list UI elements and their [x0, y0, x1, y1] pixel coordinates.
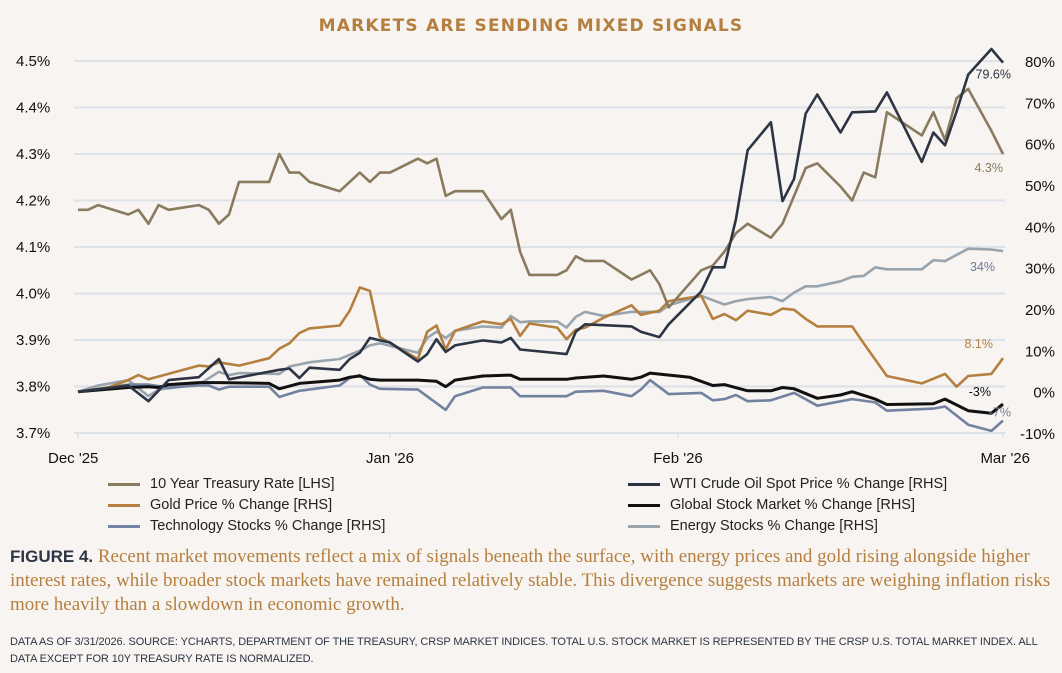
legend-swatch — [628, 524, 660, 528]
series-line-gold-price-change-rhs — [77, 286, 1005, 393]
figure-label: FIGURE 4. — [10, 547, 94, 566]
series-line-energy-stocks-change-rhs — [77, 247, 1004, 398]
left-axis-tick-label: 3.9% — [16, 332, 50, 349]
legend-swatch — [108, 524, 140, 528]
legend-item: Technology Stocks % Change [RHS] — [108, 518, 385, 534]
series-line-10-year-treasury-rate-lhs — [78, 87, 1005, 309]
right-axis-tick-label: 50% — [1025, 178, 1055, 195]
left-axis-tick-label: 3.8% — [16, 379, 50, 396]
right-axis-tick-label: 20% — [1025, 302, 1055, 319]
end-label: 8.1% — [965, 337, 994, 351]
end-label: 34% — [970, 260, 995, 274]
end-labels: 34% -7% -3% 8.1% 4.3% 79.6% — [965, 68, 1012, 420]
x-tick-label: Feb '26 — [653, 450, 703, 467]
legend-swatch — [628, 482, 660, 486]
legend-swatch — [628, 503, 660, 507]
legend-item: Global Stock Market % Change [RHS] — [628, 497, 915, 513]
legend-label: 10 Year Treasury Rate [LHS] — [150, 476, 335, 492]
series-lines — [77, 47, 1005, 433]
x-tick-label: Mar '26 — [980, 450, 1030, 467]
legend-item: 10 Year Treasury Rate [LHS] — [108, 476, 335, 492]
series-line-technology-stocks-change-rhs — [77, 373, 1004, 433]
caption-text: Recent market movements reflect a mix of… — [10, 546, 1051, 615]
legend-label: Global Stock Market % Change [RHS] — [670, 497, 915, 513]
series-line-wti-crude-oil-spot-price-change-rhs — [77, 47, 1004, 403]
end-label: -7% — [989, 406, 1011, 420]
right-axis-ticks: -10% 0% 10% 20% 30% 40% 50% 60% 70% 80% — [1020, 54, 1055, 443]
left-axis-tick-label: 3.7% — [16, 425, 50, 442]
line-chart: 3.7% 3.8% 3.9% 4.0% 4.1% 4.2% 4.3% 4.4% 4.5% -10… — [16, 47, 1055, 467]
end-label: 4.3% — [975, 161, 1004, 175]
right-axis-tick-label: 70% — [1025, 95, 1055, 112]
legend-label: Gold Price % Change [RHS] — [150, 497, 333, 513]
right-axis-tick-label: -10% — [1020, 426, 1055, 443]
left-axis-tick-label: 4.5% — [16, 53, 50, 70]
end-label: -3% — [969, 385, 991, 399]
legend-label: WTI Crude Oil Spot Price % Change [RHS] — [670, 476, 948, 492]
x-axis-ticks: Dec '25 Jan '26 Feb '26 Mar '26 — [48, 433, 1030, 467]
left-axis-tick-label: 4.1% — [16, 239, 50, 256]
left-axis-tick-label: 4.3% — [16, 146, 50, 163]
right-axis-tick-label: 30% — [1025, 261, 1055, 278]
end-label: 79.6% — [976, 68, 1011, 82]
gridlines — [74, 60, 1005, 434]
right-axis-tick-label: 80% — [1025, 54, 1055, 71]
right-axis-tick-label: 40% — [1025, 219, 1055, 236]
left-axis-tick-label: 4.4% — [16, 100, 50, 117]
left-axis-ticks: 3.7% 3.8% 3.9% 4.0% 4.1% 4.2% 4.3% 4.4% 4.5% — [16, 53, 50, 442]
legend-label: Energy Stocks % Change [RHS] — [670, 518, 878, 534]
legend-swatch — [108, 503, 140, 507]
x-tick-label: Jan '26 — [366, 450, 414, 467]
legend-item: Energy Stocks % Change [RHS] — [628, 518, 878, 534]
x-tick-label: Dec '25 — [48, 450, 98, 467]
right-axis-tick-label: 60% — [1025, 137, 1055, 154]
figure-caption: FIGURE 4. Recent market movements reflec… — [10, 545, 1055, 617]
legend: 10 Year Treasury Rate [LHS] WTI Crude Oil… — [0, 476, 1062, 542]
left-axis-tick-label: 4.0% — [16, 286, 50, 303]
legend-item: WTI Crude Oil Spot Price % Change [RHS] — [628, 476, 947, 492]
footnote: DATA AS OF 3/31/2026. SOURCE: YCHARTS, D… — [10, 636, 1038, 665]
legend-item: Gold Price % Change [RHS] — [108, 497, 332, 513]
chart-title: MARKETS ARE SENDING MIXED SIGNALS — [318, 16, 744, 36]
right-axis-tick-label: 0% — [1033, 385, 1055, 402]
legend-swatch — [108, 482, 140, 486]
left-axis-tick-label: 4.2% — [16, 193, 50, 210]
legend-label: Technology Stocks % Change [RHS] — [150, 518, 386, 534]
series-line-global-stock-market-change-rhs — [77, 371, 1004, 415]
right-axis-tick-label: 10% — [1025, 343, 1055, 360]
